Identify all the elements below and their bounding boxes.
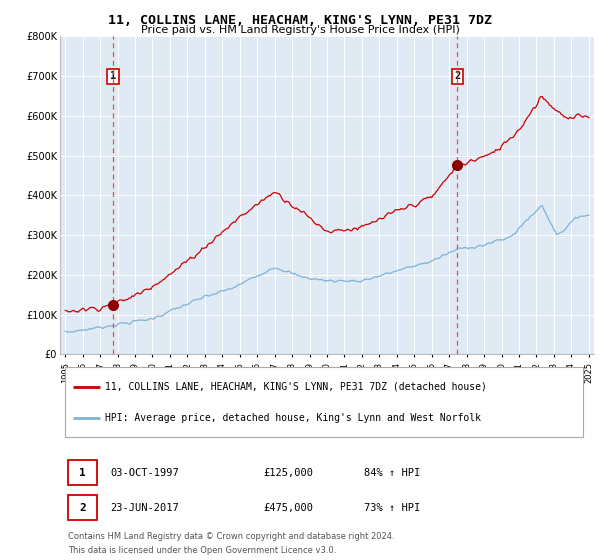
FancyBboxPatch shape xyxy=(68,460,97,485)
Text: £475,000: £475,000 xyxy=(263,503,313,512)
Text: 73% ↑ HPI: 73% ↑ HPI xyxy=(364,503,421,512)
Text: 11, COLLINS LANE, HEACHAM, KING'S LYNN, PE31 7DZ (detached house): 11, COLLINS LANE, HEACHAM, KING'S LYNN, … xyxy=(106,382,487,392)
Text: Contains HM Land Registry data © Crown copyright and database right 2024.: Contains HM Land Registry data © Crown c… xyxy=(68,533,395,542)
Text: HPI: Average price, detached house, King's Lynn and West Norfolk: HPI: Average price, detached house, King… xyxy=(106,413,481,423)
Text: Price paid vs. HM Land Registry's House Price Index (HPI): Price paid vs. HM Land Registry's House … xyxy=(140,25,460,35)
Text: 2: 2 xyxy=(454,71,460,81)
Text: 1: 1 xyxy=(79,468,86,478)
Text: £125,000: £125,000 xyxy=(263,468,313,478)
Text: 23-JUN-2017: 23-JUN-2017 xyxy=(111,503,179,512)
FancyBboxPatch shape xyxy=(68,496,97,520)
Text: 11, COLLINS LANE, HEACHAM, KING'S LYNN, PE31 7DZ: 11, COLLINS LANE, HEACHAM, KING'S LYNN, … xyxy=(108,14,492,27)
Text: 1: 1 xyxy=(110,71,116,81)
Text: 03-OCT-1997: 03-OCT-1997 xyxy=(111,468,179,478)
FancyBboxPatch shape xyxy=(65,367,583,437)
Text: 2: 2 xyxy=(79,503,86,512)
Text: This data is licensed under the Open Government Licence v3.0.: This data is licensed under the Open Gov… xyxy=(68,546,337,555)
Text: 84% ↑ HPI: 84% ↑ HPI xyxy=(364,468,421,478)
